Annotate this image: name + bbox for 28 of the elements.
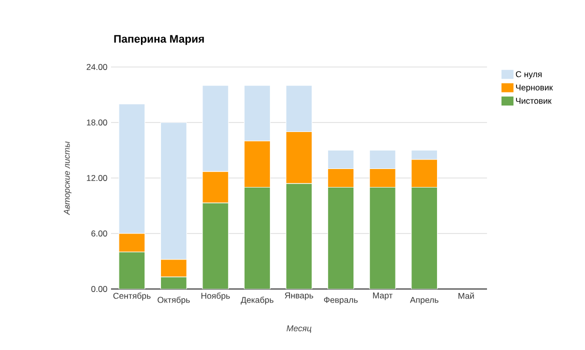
x-tick-label: Март [373,292,393,300]
bar [369,186,396,289]
x-tick-label: Октябрь [158,296,190,305]
bar [411,186,438,289]
y-tick-label: 6.00 [91,230,108,236]
y-axis-title: Авторские листы [64,142,72,216]
legend-label: Чистовик [516,98,552,104]
y-tick-label: 24.00 [86,64,108,70]
x-tick-label: Февраль [324,296,358,305]
x-tick-label: Декабрь [240,296,274,305]
legend-label: С нуля [516,71,542,79]
x-tick-label: Сентябрь [113,292,151,300]
x-axis-title: Месяц [286,325,312,333]
bar [327,186,354,289]
bar [286,183,312,289]
y-tick-label: 0.00 [91,286,108,292]
chart-title: Паперина Мария [114,35,204,45]
bar [202,202,229,289]
y-tick-label: 18.00 [86,120,108,126]
x-tick-label: Апрель [410,296,438,305]
y-tick-label: 12.00 [86,175,108,181]
x-tick-label: Январь [284,292,314,300]
bar [244,186,271,289]
legend-label: Черновик [516,84,553,92]
x-tick-label: Ноябрь [201,292,230,300]
bar [118,252,146,289]
x-tick-label: Май [458,292,474,299]
bar [160,276,187,289]
